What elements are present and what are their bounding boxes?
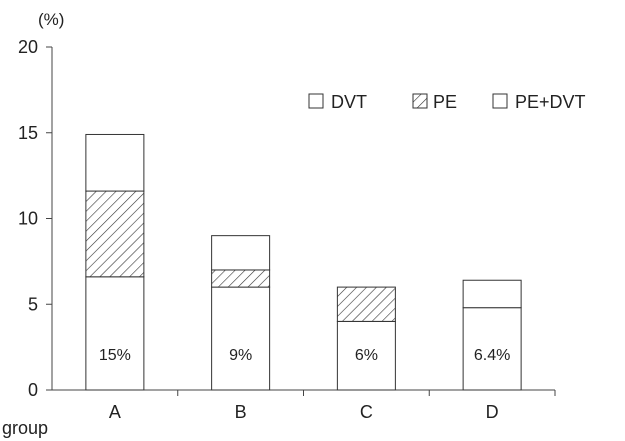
legend-swatch-dvt <box>308 93 324 109</box>
legend-item-pe: PE <box>412 92 457 112</box>
bar-total-label: 6% <box>355 347 378 364</box>
y-tick-label: 5 <box>28 294 38 314</box>
bar-total-label: 9% <box>229 347 252 364</box>
bars: 15% 9% 6% 6.4% <box>85 133 522 391</box>
bar-total-label: 15% <box>99 347 131 364</box>
bar-c-dvt <box>336 320 396 391</box>
legend-swatch-pe-dvt <box>492 93 508 109</box>
x-tick-label: B <box>235 402 247 422</box>
y-tick-label: 15 <box>18 123 38 143</box>
bar-c-pe <box>336 286 396 322</box>
bar-a-pe <box>85 190 145 278</box>
legend-item-dvt: DVT <box>308 92 367 112</box>
y-tick-label: 0 <box>28 380 38 400</box>
bar-b-dvt <box>211 286 271 391</box>
y-unit-label: (%) <box>38 10 64 29</box>
bar-a-pe-dvt <box>85 133 145 192</box>
x-tick-label: A <box>109 402 121 422</box>
legend-swatch-pe <box>412 93 428 109</box>
bar-total-label: 6.4% <box>474 347 510 364</box>
bar-d-dvt <box>462 307 522 391</box>
x-ticks: A B C D <box>109 390 556 422</box>
y-tick-label: 10 <box>18 209 38 229</box>
bar-b-pe-dvt <box>211 235 271 271</box>
y-ticks: 0 5 10 15 20 <box>18 37 52 400</box>
x-tick-label: D <box>486 402 499 422</box>
y-tick-label: 20 <box>18 37 38 57</box>
legend-item-pe-dvt: PE+DVT <box>492 92 586 112</box>
bar-a-dvt <box>85 276 145 391</box>
bar-b-pe <box>211 269 271 288</box>
x-axis-label: group <box>2 418 48 438</box>
legend-label-pe: PE <box>433 92 457 112</box>
legend-label-dvt: DVT <box>331 92 367 112</box>
legend: DVT PE PE+DVT <box>308 92 586 112</box>
x-tick-label: C <box>360 402 373 422</box>
bar-d-pe-dvt <box>462 279 522 309</box>
legend-label-pe-dvt: PE+DVT <box>515 92 586 112</box>
